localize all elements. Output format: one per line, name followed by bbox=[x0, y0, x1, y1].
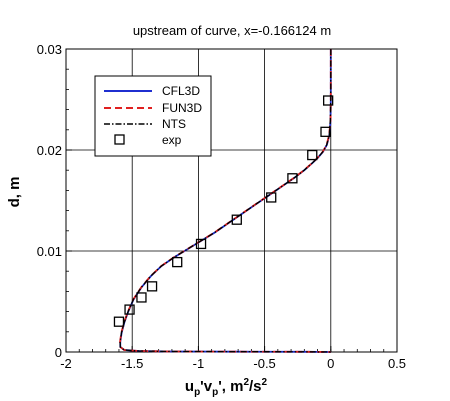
x-tick-label: -1.5 bbox=[121, 356, 143, 371]
series-line-fun3d bbox=[119, 49, 332, 353]
exp-marker bbox=[195, 238, 207, 250]
y-tick-label: 0.03 bbox=[37, 42, 62, 57]
exp-marker bbox=[320, 126, 331, 137]
x-tick-labels: -2 -1.5 -1 -0.5 0 0.5 bbox=[60, 356, 406, 371]
y-tick-labels: 0 0.01 0.02 0.03 bbox=[37, 42, 62, 360]
x-axis-label: up'vp', m2/s2 bbox=[185, 377, 268, 398]
x-tick-label: 0 bbox=[327, 356, 334, 371]
exp-marker bbox=[146, 281, 158, 292]
y-tick-label: 0.02 bbox=[37, 143, 62, 158]
exp-marker bbox=[323, 95, 334, 106]
legend-label-cfl3d: CFL3D bbox=[162, 84, 200, 98]
legend-label-exp: exp bbox=[162, 133, 182, 147]
exp-marker bbox=[231, 214, 242, 225]
exp-marker bbox=[172, 256, 183, 268]
legend-box bbox=[94, 75, 212, 157]
x-tick-label: 0.5 bbox=[388, 356, 406, 371]
series-line-nts bbox=[119, 49, 332, 353]
exp-markers bbox=[113, 95, 334, 327]
x-tick-label: -2 bbox=[60, 356, 72, 371]
exp-marker bbox=[266, 192, 277, 203]
y-axis-label: d, m bbox=[6, 177, 23, 208]
y-tick-label: 0.01 bbox=[37, 244, 62, 259]
exp-marker bbox=[287, 173, 298, 184]
exp-marker bbox=[307, 149, 318, 161]
legend: CFL3D FUN3D NTS exp bbox=[94, 75, 212, 157]
legend-label-nts: NTS bbox=[162, 117, 186, 131]
legend-swatch-exp bbox=[114, 134, 125, 145]
series-lines bbox=[119, 49, 332, 353]
exp-marker bbox=[113, 316, 125, 327]
x-tick-label: -0.5 bbox=[253, 356, 275, 371]
exp-marker bbox=[136, 292, 147, 303]
x-tick-label: -1 bbox=[193, 356, 205, 371]
legend-label-fun3d: FUN3D bbox=[162, 101, 202, 115]
y-tick-label: 0 bbox=[55, 345, 62, 360]
exp-marker bbox=[124, 304, 135, 315]
chart-title: upstream of curve, x=-0.166124 m bbox=[133, 23, 331, 38]
